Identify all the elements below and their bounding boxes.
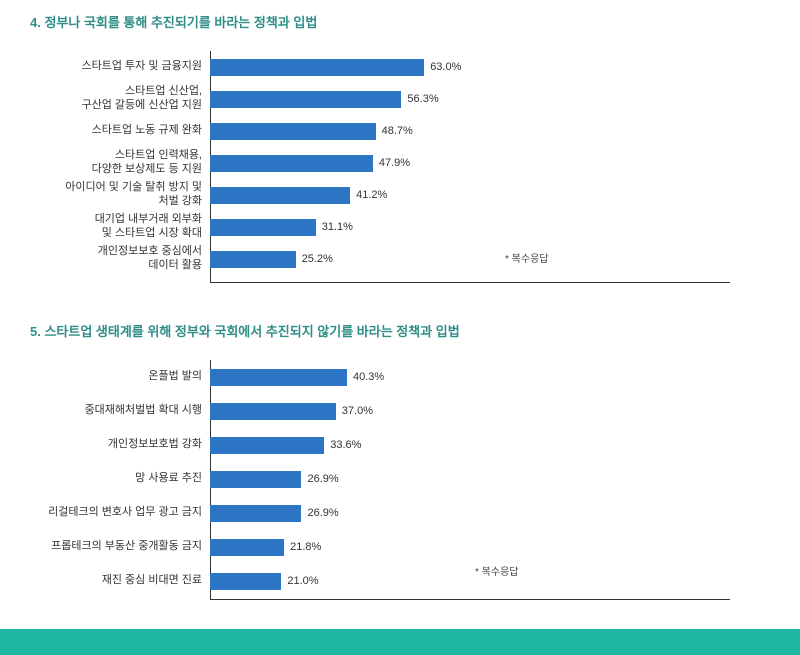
bar-label: 스타트업 신산업, 구산업 갈등에 신산업 지원 [35,85,210,113]
section-5-title: 5. 스타트업 생태계를 위해 정부와 국회에서 추진되지 않기를 바라는 정책… [30,321,770,340]
bar-value: 41.2% [350,189,387,201]
bar: 31.1% [210,219,316,236]
x-axis [210,599,730,600]
bar-row: 스타트업 인력채용, 다양한 보상제도 등 지원 47.9% [210,147,770,179]
bar-value: 33.6% [324,439,361,451]
bar-row: 스타트업 투자 및 금융지원 63.0% [210,51,770,83]
bar-label: 스타트업 노동 규제 완화 [35,124,210,138]
footer-band [0,629,800,655]
bar-label: 스타트업 투자 및 금융지원 [35,60,210,74]
bar-value: 47.9% [373,157,410,169]
footnote-4: * 복수응답 [505,250,548,265]
bar-value: 21.8% [284,541,321,553]
bar: 56.3% [210,91,401,108]
bar-row: 스타트업 신산업, 구산업 갈등에 신산업 지원 56.3% [210,83,770,115]
bar-label: 중대재해처벌법 확대 시행 [35,404,210,418]
bar-row: 대기업 내부거래 외부화 및 스타트업 시장 확대 31.1% [210,211,770,243]
bar: 40.3% [210,369,347,386]
bar-value: 26.9% [301,507,338,519]
bar-row: 망 사용료 추진 26.9% [210,462,770,496]
bar-row: 리걸테크의 변호사 업무 광고 금지 26.9% [210,496,770,530]
bar-row: 개인정보보호 중심에서 데이터 활용 25.2% [210,243,770,275]
bar: 26.9% [210,471,301,488]
bar-label: 망 사용료 추진 [35,472,210,486]
bar-value: 37.0% [336,405,373,417]
bar-value: 56.3% [401,93,438,105]
bar-row: 스타트업 노동 규제 완화 48.7% [210,115,770,147]
section-4: 4. 정부나 국회를 통해 추진되기를 바라는 정책과 입법 스타트업 투자 및… [0,0,800,291]
bar: 37.0% [210,403,336,420]
bar-label: 개인정보보호 중심에서 데이터 활용 [35,245,210,273]
bar-label: 재진 중심 비대면 진료 [35,574,210,588]
bar-label: 아이디어 및 기술 탈취 방지 및 처벌 강화 [35,181,210,209]
bar-label: 스타트업 인력채용, 다양한 보상제도 등 지원 [35,149,210,177]
bar-row: 온플법 발의 40.3% [210,360,770,394]
bar-label: 프롭테크의 부동산 중개활동 금지 [35,540,210,554]
bar-value: 31.1% [316,221,353,233]
bar-value: 26.9% [301,473,338,485]
bar-row: 개인정보보호법 강화 33.6% [210,428,770,462]
section-5: 5. 스타트업 생태계를 위해 정부와 국회에서 추진되지 않기를 바라는 정책… [0,309,800,608]
bar-value: 40.3% [347,371,384,383]
bar-value: 21.0% [281,575,318,587]
bar-value: 25.2% [296,253,333,265]
bar-value: 63.0% [424,61,461,73]
section-4-title: 4. 정부나 국회를 통해 추진되기를 바라는 정책과 입법 [30,12,770,31]
bar: 48.7% [210,123,376,140]
bar-row: 중대재해처벌법 확대 시행 37.0% [210,394,770,428]
bar-label: 대기업 내부거래 외부화 및 스타트업 시장 확대 [35,213,210,241]
chart-5: 온플법 발의 40.3% 중대재해처벌법 확대 시행 37.0% 개인정보보호법… [210,360,770,600]
chart-4: 스타트업 투자 및 금융지원 63.0% 스타트업 신산업, 구산업 갈등에 신… [210,51,770,283]
bar: 25.2% [210,251,296,268]
bar: 33.6% [210,437,324,454]
bar-row: 아이디어 및 기술 탈취 방지 및 처벌 강화 41.2% [210,179,770,211]
bar: 47.9% [210,155,373,172]
bar: 63.0% [210,59,424,76]
bar: 21.0% [210,573,281,590]
bar-label: 온플법 발의 [35,370,210,384]
bar: 26.9% [210,505,301,522]
x-axis [210,282,730,283]
bar-label: 리걸테크의 변호사 업무 광고 금지 [35,506,210,520]
bar-label: 개인정보보호법 강화 [35,438,210,452]
bar-value: 48.7% [376,125,413,137]
bar-row: 프롭테크의 부동산 중개활동 금지 21.8% [210,530,770,564]
footnote-5: * 복수응답 [475,563,518,578]
bar: 21.8% [210,539,284,556]
bar: 41.2% [210,187,350,204]
